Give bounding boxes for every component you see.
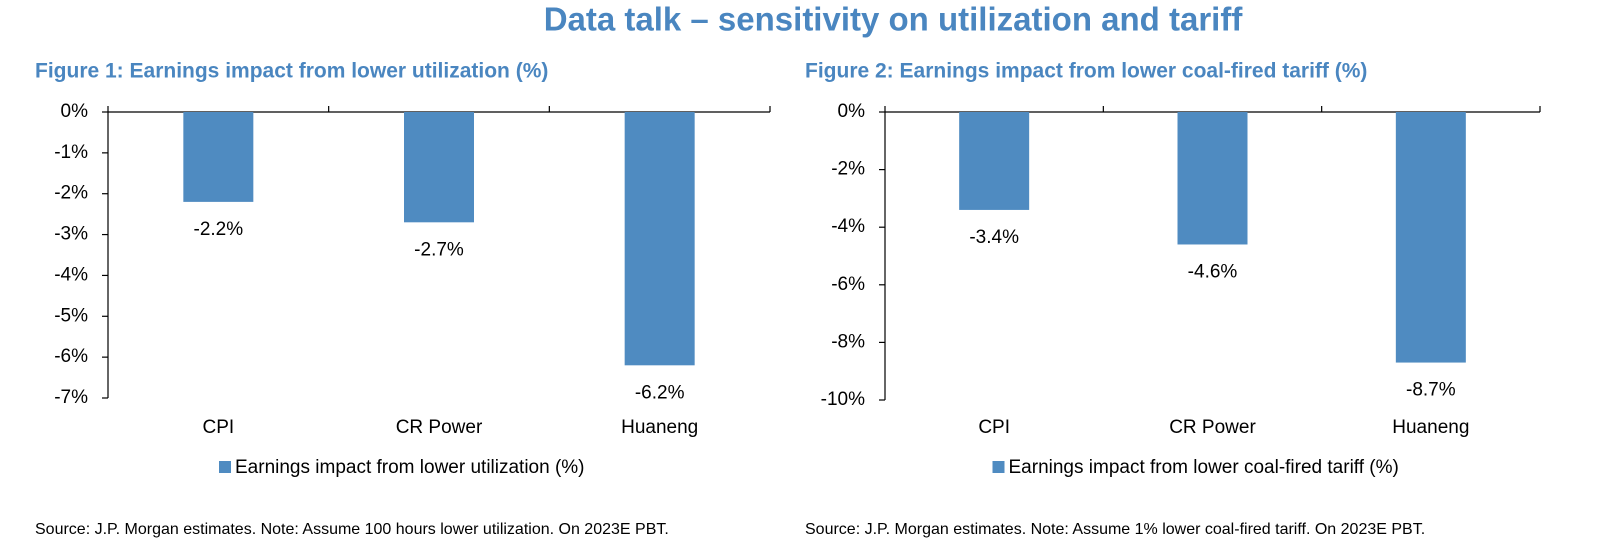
bar: [959, 112, 1030, 210]
x-tick-label: Huaneng: [621, 417, 698, 438]
bar: [1395, 112, 1466, 363]
legend-swatch: [992, 461, 1005, 473]
legend-label: Earnings impact from lower coal-fired ta…: [1009, 457, 1399, 478]
y-tick-label: -3%: [54, 224, 88, 245]
x-tick-label: CR Power: [396, 417, 483, 438]
y-tick-label: -2%: [831, 159, 865, 180]
legend-swatch: [219, 461, 231, 473]
chart-title: Figure 1: Earnings impact from lower uti…: [35, 60, 548, 83]
x-tick-label: Huaneng: [1392, 417, 1469, 438]
bar: [404, 112, 474, 223]
y-tick-label: -4%: [54, 264, 88, 285]
page-title: Data talk – sensitivity on utilization a…: [544, 1, 1244, 38]
data-label: -6.2%: [635, 382, 685, 403]
y-tick-label: -10%: [821, 389, 865, 410]
y-tick-label: -6%: [831, 274, 865, 295]
data-label: -2.2%: [194, 219, 244, 240]
x-tick-label: CR Power: [1169, 417, 1256, 438]
data-label: -4.6%: [1188, 261, 1238, 282]
source-note: Source: J.P. Morgan estimates. Note: Ass…: [805, 521, 1425, 538]
y-tick-label: -4%: [831, 216, 865, 237]
chart-title: Figure 2: Earnings impact from lower coa…: [805, 60, 1367, 83]
data-label: -2.7%: [414, 239, 464, 260]
bar: [1177, 112, 1248, 245]
x-tick-label: CPI: [978, 417, 1010, 438]
y-tick-label: -6%: [54, 346, 88, 367]
y-tick-label: -1%: [54, 142, 88, 163]
data-label: -3.4%: [969, 227, 1019, 248]
x-tick-label: CPI: [202, 417, 234, 438]
data-label: -8.7%: [1406, 380, 1456, 401]
y-tick-label: 0%: [61, 101, 89, 122]
legend-label: Earnings impact from lower utilization (…: [235, 457, 585, 478]
bar: [624, 112, 695, 366]
source-note: Source: J.P. Morgan estimates. Note: Ass…: [35, 521, 669, 538]
y-tick-label: -7%: [54, 387, 88, 408]
y-tick-label: -5%: [54, 305, 88, 326]
bar: [183, 112, 254, 202]
y-tick-label: -8%: [831, 331, 865, 352]
y-tick-label: 0%: [838, 101, 866, 122]
y-tick-label: -2%: [54, 183, 88, 204]
